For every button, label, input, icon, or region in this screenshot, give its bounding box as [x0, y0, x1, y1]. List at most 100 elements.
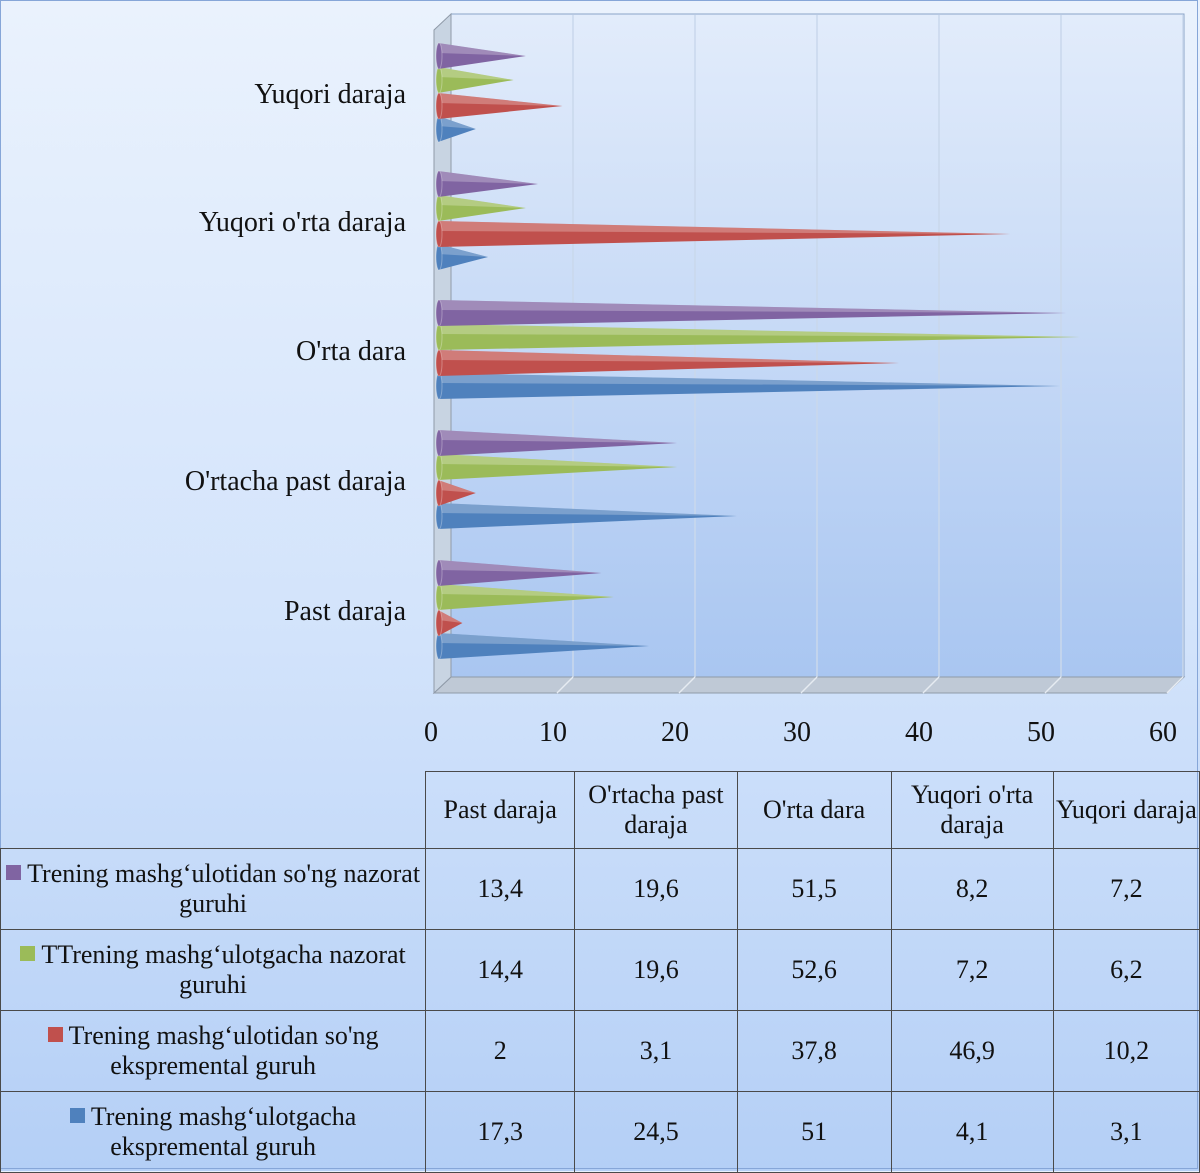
cone-bar-body: [438, 373, 1061, 399]
cone-bar: [435, 502, 737, 530]
legend-label: Trening mashg‘ulotidan so'ng eksprementa…: [68, 1021, 379, 1080]
cone-bar-highlight: [438, 300, 1067, 313]
table-row: Trening mashg‘ulotgacha ekspremental gur…: [0, 1091, 1200, 1173]
gridline-floor: [800, 676, 818, 694]
category-label: Past daraja: [284, 596, 407, 627]
cone-bar-highlight: [438, 244, 489, 257]
cone-bar-base: [435, 632, 443, 660]
cone-bar-highlight: [438, 171, 539, 184]
x-tick-label: 20: [661, 717, 689, 748]
cone-bar-base: [435, 372, 443, 400]
table-cell: 51,5: [736, 848, 892, 930]
cone-bar-highlight: [438, 584, 614, 597]
cone-bar-body: [438, 300, 1067, 326]
cone-bar-highlight: [438, 560, 602, 573]
table-cell: 3,1: [1052, 1091, 1200, 1173]
column-header: Yuqori daraja: [1052, 771, 1200, 849]
cone-bar-base: [435, 349, 443, 377]
table-header-row: Past daraja O'rtacha past daraja O'rta d…: [0, 771, 1200, 849]
table-cell: 2: [425, 1010, 576, 1092]
column-header: O'rtacha past daraja: [574, 771, 738, 849]
cone-bar-highlight: [438, 454, 678, 467]
cone-bar-base: [435, 323, 443, 351]
cone-bar: [435, 220, 1011, 248]
cone-bar-base: [435, 429, 443, 457]
x-tick-label: 60: [1149, 717, 1177, 748]
table-cell: 13,4: [425, 848, 576, 930]
legend-swatch: [69, 1108, 85, 1123]
cone-bar-body: [438, 171, 539, 197]
cone-bar-highlight: [438, 43, 526, 56]
table-cell: 19,6: [574, 929, 738, 1011]
cone-bar-body: [438, 560, 602, 586]
cone-bar-base: [435, 243, 443, 271]
cone-bar: [435, 583, 614, 611]
cone-bar-body: [438, 633, 650, 659]
category-label: Yuqori o'rta daraja: [199, 207, 407, 238]
cone-bar: [435, 632, 650, 660]
cone-bar-body: [438, 93, 563, 119]
cone-bar-base: [435, 42, 443, 70]
table-cell: 7,2: [890, 929, 1054, 1011]
cone-bar-highlight: [438, 480, 476, 493]
gridline-floor: [922, 676, 940, 694]
column-header: O'rta dara: [736, 771, 892, 849]
table-corner-cell: [0, 771, 427, 849]
cone-bar-base: [435, 502, 443, 530]
cone-bar-base: [435, 194, 443, 222]
cone-bar-chart: Past daraja O'rtacha past daraja O'rta dar…: [185, 12, 1186, 748]
cone-bar-base: [435, 220, 443, 248]
cone-bar-base: [435, 583, 443, 611]
table-cell: 46,9: [890, 1010, 1054, 1092]
cone-bar: [435, 42, 526, 70]
cone-bar: [435, 559, 602, 587]
cone-bar-base: [435, 170, 443, 198]
table-cell: 8,2: [890, 848, 1054, 930]
cone-bar-highlight: [438, 430, 678, 443]
cone-bar-highlight: [438, 221, 1011, 234]
table-cell: 52,6: [736, 929, 892, 1011]
cone-bar-highlight: [438, 503, 737, 516]
cone-bar-body: [438, 244, 489, 270]
table-cell: 3,1: [574, 1010, 738, 1092]
table-cell: 24,5: [574, 1091, 738, 1173]
cone-bar: [435, 372, 1061, 400]
table-cell: 10,2: [1052, 1010, 1200, 1092]
gridline-floor: [556, 676, 574, 694]
cone-bar-body: [438, 221, 1011, 247]
cone-bar: [435, 299, 1067, 327]
cone-bar: [435, 194, 526, 222]
cone-bar-highlight: [438, 350, 900, 363]
cone-bar-highlight: [438, 610, 463, 623]
cone-bar-body: [438, 43, 526, 69]
legend-entry: Trening mashg‘ulotidan so'ng nazorat gur…: [0, 848, 427, 930]
cone-bar-body: [438, 324, 1080, 350]
cone-bar: [435, 66, 514, 94]
gridline-floor: [1044, 676, 1062, 694]
cone-bar-body: [438, 195, 526, 221]
x-tick-label: 40: [905, 717, 933, 748]
table-cell: 14,4: [425, 929, 576, 1011]
column-header: Yuqori o'rta daraja: [890, 771, 1054, 849]
x-tick-label: 30: [783, 717, 811, 748]
category-label: O'rta dara: [296, 336, 407, 367]
cone-bar-highlight: [438, 93, 563, 106]
cone-bar: [435, 243, 489, 271]
table-row: Trening mashg‘ulotidan so'ng eksprementa…: [0, 1010, 1200, 1092]
cone-bar-body: [438, 350, 900, 376]
cone-bar-body: [438, 610, 463, 636]
table-cell: 7,2: [1052, 848, 1200, 930]
legend-label: TTrening mashg‘ulotgacha nazorat guruhi: [41, 940, 406, 999]
cone-bar-body: [438, 454, 678, 480]
table-cell: 6,2: [1052, 929, 1200, 1011]
cone-bar-base: [435, 92, 443, 120]
category-label: Yuqori daraja: [254, 79, 406, 110]
table-cell: 37,8: [736, 1010, 892, 1092]
cone-bar: [435, 170, 539, 198]
x-tick-label: 0: [424, 717, 438, 748]
cone-bar: [435, 429, 678, 457]
category-label: O'rtacha past daraja: [185, 466, 407, 497]
legend-swatch: [6, 865, 22, 880]
legend-swatch: [47, 1027, 63, 1042]
cone-bar-base: [435, 453, 443, 481]
